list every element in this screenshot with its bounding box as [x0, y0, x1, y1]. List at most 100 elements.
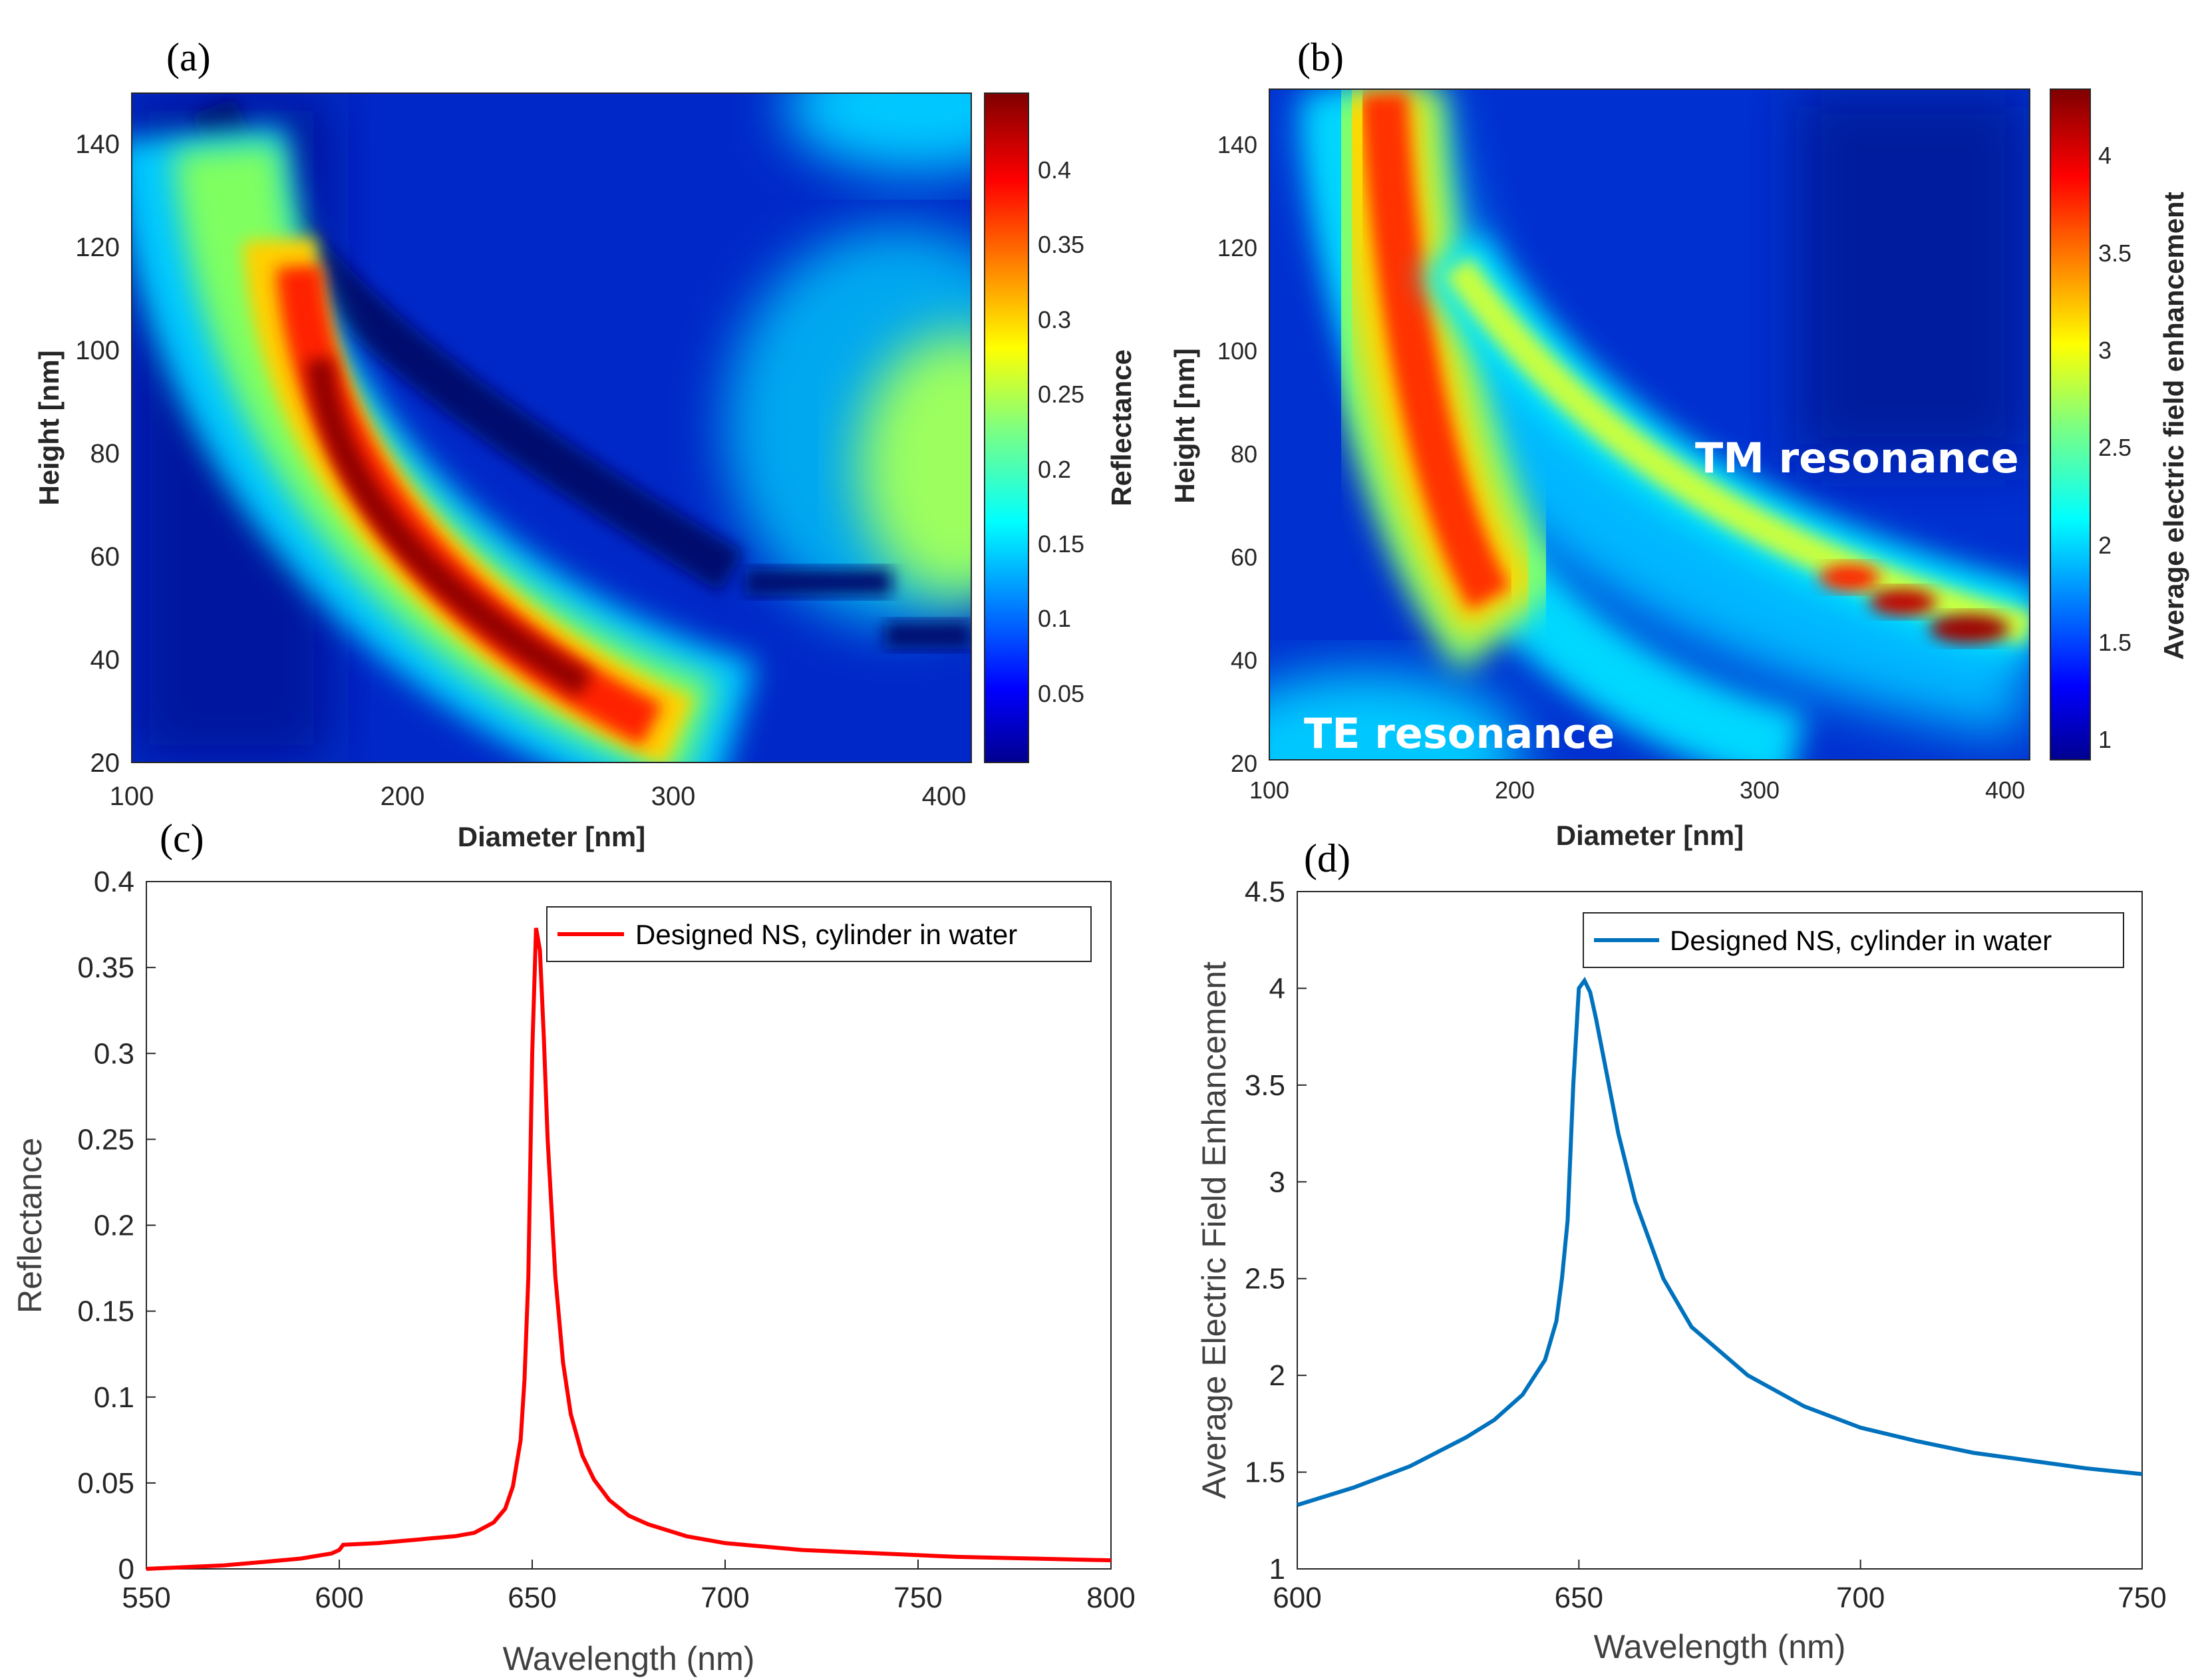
colorbar-ticks-b: 1 1.5 2 2.5 3 3.5 4 — [2098, 142, 2131, 753]
y-tick-label-d-2.5: 2.5 — [1245, 1263, 1285, 1295]
x-tick-label-d-650: 650 — [1555, 1582, 1603, 1614]
cb-b-tick-1.5: 1.5 — [2098, 629, 2131, 656]
panel-c-label: (c) — [160, 816, 204, 860]
panel-b-label: (b) — [1297, 35, 1344, 79]
colorbar-label-b: Average electric field enhancement — [2158, 192, 2189, 659]
x-tick-label-c-800: 800 — [1086, 1582, 1135, 1614]
y-tick-label-c-0.35: 0.35 — [77, 951, 134, 984]
y-tick-label-d-4: 4 — [1269, 972, 1285, 1005]
axes-box-d — [1297, 891, 2143, 1570]
legend-c: Designed NS, cylinder in water — [546, 906, 1092, 962]
y-tick-label-c-0.25: 0.25 — [77, 1123, 134, 1156]
y-axis-label-c: Reflectance — [11, 1138, 49, 1313]
ticks-c: 550 600 650 700 750 800 0 0.05 0.1 0.15 0.2 0.25 0.3… — [77, 866, 1135, 1614]
y-tick-label-d-1: 1 — [1269, 1553, 1285, 1586]
x-tick-label-c-700: 700 — [701, 1582, 749, 1614]
legend-box-c — [546, 906, 1092, 962]
colorbar-ticks-a: 0.05 0.1 0.15 0.2 0.25 0.3 0.35 0.4 — [1038, 156, 1084, 707]
y-tick-b-140: 140 — [1217, 131, 1257, 158]
cb-a-tick-0.05: 0.05 — [1038, 680, 1084, 707]
x-tick-b-200: 200 — [1495, 776, 1535, 804]
legend-label-c: Designed NS, cylinder in water — [635, 919, 1017, 950]
x-axis-label-d: Wavelength (nm) — [1594, 1628, 1846, 1665]
x-tick-b-100: 100 — [1249, 776, 1289, 804]
cb-b-tick-3: 3 — [2098, 337, 2112, 364]
x-tick-b-400: 400 — [1985, 776, 2025, 804]
tm-resonance-annotation: TM resonance — [1695, 434, 2019, 482]
panel-a: (a) 100 200 300 400 20 40 60 — [33, 35, 1137, 852]
x-ticks-b: 100 200 300 400 — [1249, 776, 2025, 804]
y-tick-label-c-0.15: 0.15 — [77, 1295, 134, 1328]
y-axis-label-b: Height [nm] — [1169, 348, 1200, 503]
x-tick-b-300: 300 — [1740, 776, 1780, 804]
cb-a-tick-0.3: 0.3 — [1038, 306, 1071, 333]
cb-a-tick-0.1: 0.1 — [1038, 605, 1071, 632]
y-tick-a-60: 60 — [90, 542, 120, 572]
panel-d: (d) 600 650 700 750 1 1.5 2 2.5 3 3.5 4 4.5 Wavelen… — [1195, 836, 2167, 1665]
cb-a-tick-0.15: 0.15 — [1038, 530, 1084, 558]
y-tick-a-100: 100 — [75, 336, 120, 365]
heatmap-b — [1269, 89, 2030, 760]
colorbar-label-a: Reflectance — [1106, 349, 1137, 506]
cb-a-tick-0.25: 0.25 — [1038, 381, 1084, 408]
panel-c: (c) 550 600 650 700 750 800 0 0.05 0.1 0.15 0.2 0.2… — [11, 816, 1136, 1677]
x-tick-label-d-700: 700 — [1836, 1582, 1885, 1614]
series-line-c — [146, 927, 1112, 1571]
y-tick-label-c-0.1: 0.1 — [94, 1381, 134, 1414]
y-tick-b-80: 80 — [1231, 440, 1257, 468]
y-tick-label-c-0.2: 0.2 — [94, 1210, 134, 1242]
x-tick-a-100: 100 — [110, 782, 154, 811]
x-tick-a-200: 200 — [381, 782, 425, 811]
heatmap-a — [132, 93, 971, 762]
y-tick-label-d-3.5: 3.5 — [1245, 1069, 1285, 1102]
cb-a-tick-0.4: 0.4 — [1038, 156, 1071, 184]
y-tick-b-100: 100 — [1217, 337, 1257, 365]
y-tick-label-c-0.3: 0.3 — [94, 1037, 134, 1070]
colorbar-a — [984, 92, 1029, 763]
cb-b-tick-2: 2 — [2098, 532, 2112, 559]
y-ticks-a: 20 40 60 80 100 120 140 — [75, 130, 120, 778]
x-ticks-a: 100 200 300 400 — [110, 782, 967, 811]
y-tick-a-80: 80 — [90, 439, 120, 468]
ticks-d: 600 650 700 750 1 1.5 2 2.5 3 3.5 4 4.5 — [1245, 876, 2167, 1614]
y-tick-label-c-0.4: 0.4 — [94, 866, 134, 898]
x-axis-label-b: Diameter [nm] — [1556, 820, 1744, 851]
y-axis-label-a: Height [nm] — [33, 350, 65, 505]
panel-b: (b) TM resonance TE resonance 100 200 30… — [1169, 35, 2189, 851]
y-axis-label-d: Average Electric Field Enhancement — [1195, 961, 1233, 1499]
x-tick-a-400: 400 — [922, 782, 967, 811]
y-tick-a-120: 120 — [75, 233, 120, 262]
x-tick-label-c-750: 750 — [893, 1582, 942, 1614]
x-tick-a-300: 300 — [651, 782, 696, 811]
y-ticks-b: 20 40 60 80 100 120 140 — [1217, 131, 1257, 777]
axes-box-a — [131, 92, 972, 763]
y-tick-b-120: 120 — [1217, 234, 1257, 261]
x-tick-label-c-550: 550 — [122, 1582, 170, 1614]
cb-b-tick-4: 4 — [2098, 142, 2112, 169]
y-tick-b-60: 60 — [1231, 544, 1257, 571]
y-tick-label-c-0.05: 0.05 — [77, 1467, 134, 1500]
axes-box-b — [1269, 88, 2030, 760]
y-tick-label-d-2: 2 — [1269, 1359, 1285, 1392]
cb-b-tick-3.5: 3.5 — [2098, 240, 2131, 267]
x-tick-label-d-600: 600 — [1273, 1582, 1321, 1614]
panel-a-label: (a) — [166, 35, 211, 79]
y-tick-label-d-3: 3 — [1269, 1166, 1285, 1198]
x-tick-label-c-600: 600 — [315, 1582, 363, 1614]
x-axis-label-c: Wavelength (nm) — [503, 1640, 755, 1677]
y-tick-a-140: 140 — [75, 130, 120, 159]
x-tick-label-c-650: 650 — [508, 1582, 556, 1614]
x-axis-label-a: Diameter [nm] — [458, 821, 645, 852]
te-resonance-annotation: TE resonance — [1304, 709, 1615, 758]
panel-d-label: (d) — [1304, 836, 1350, 880]
colorbar-b — [2050, 88, 2091, 760]
cb-a-tick-0.2: 0.2 — [1038, 456, 1071, 483]
cb-b-tick-2.5: 2.5 — [2098, 434, 2131, 461]
y-tick-b-20: 20 — [1231, 750, 1257, 777]
cb-a-tick-0.35: 0.35 — [1038, 231, 1084, 258]
legend-d: Designed NS, cylinder in water — [1583, 912, 2124, 968]
y-tick-label-d-1.5: 1.5 — [1245, 1456, 1285, 1489]
y-tick-label-d-4.5: 4.5 — [1245, 876, 1285, 908]
axes-box-c — [146, 881, 1112, 1570]
